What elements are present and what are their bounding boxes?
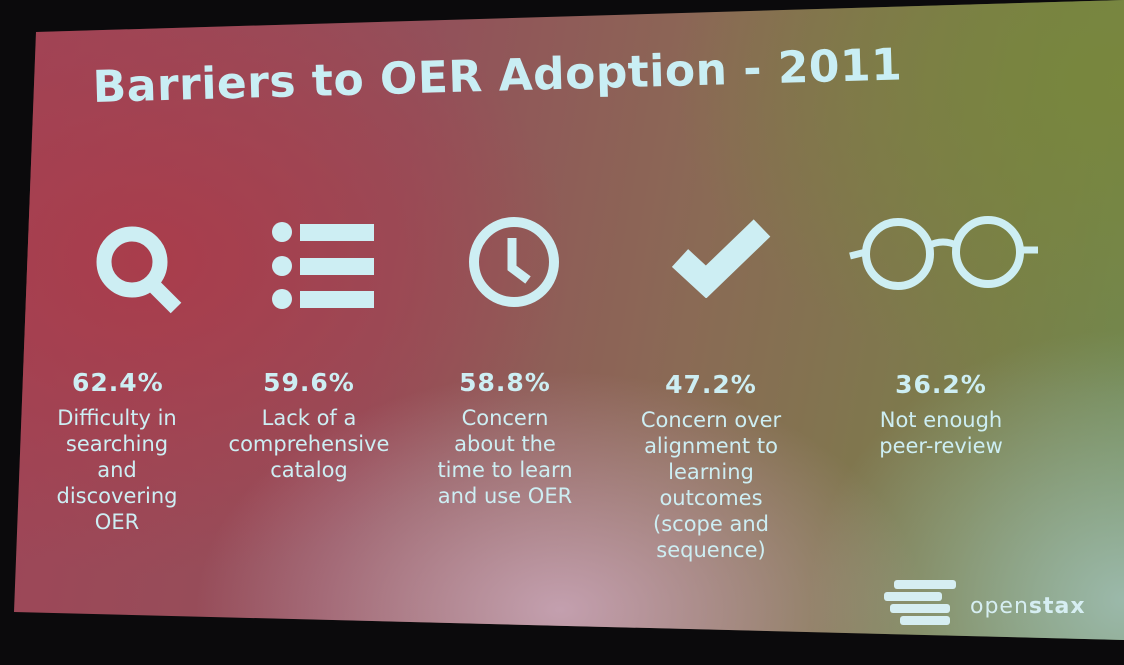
percent-value: 58.8% [459,368,551,397]
clock-icon [469,217,559,307]
barrier-item-searching: 62.4% Difficulty in searching and discov… [22,368,212,535]
glasses-icon [849,216,1038,290]
percent-value: 36.2% [895,370,987,399]
barrier-description: Lack of a comprehensive catalog [228,406,390,482]
barrier-description: Difficulty in searching and discovering … [56,406,178,534]
slide-title: Barriers to OER Adoption - 2011 [92,39,903,113]
percent-value: 62.4% [72,368,164,397]
list-icon [272,222,374,309]
openstax-logo-text: openstax [970,594,1086,619]
search-icon [96,226,182,314]
barrier-item-peer-review: 36.2% Not enough peer-review [846,370,1036,459]
barrier-item-alignment: 47.2% Concern over alignment to learning… [616,370,806,563]
barrier-description: Not enough peer-review [879,408,1003,458]
checkmark-icon [671,219,771,298]
percent-value: 47.2% [665,370,757,399]
barrier-description: Concern over alignment to learning outco… [640,408,782,562]
barrier-item-time: 58.8% Concern about the time to learn an… [410,368,600,509]
barrier-description: Concern about the time to learn and use … [437,406,573,508]
barrier-item-catalog: 59.6% Lack of a comprehensive catalog [214,368,404,483]
percent-value: 59.6% [263,368,355,397]
openstax-logo-icon [884,580,956,625]
